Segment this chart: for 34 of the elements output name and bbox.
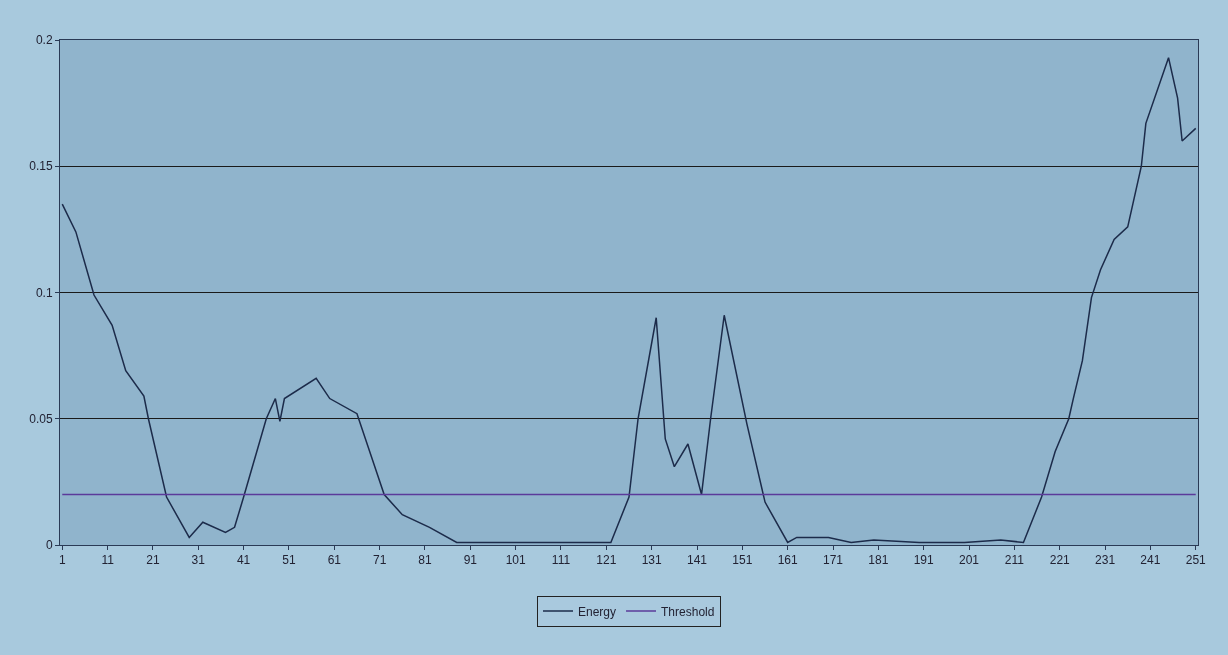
- x-tick-label: 71: [372, 553, 387, 568]
- x-tick-label: 151: [732, 553, 753, 568]
- x-tick-label: 201: [959, 553, 980, 568]
- x-tick-label: 121: [596, 553, 617, 568]
- y-tick-label: 0.2: [35, 33, 53, 48]
- x-tick-label: 191: [913, 553, 935, 568]
- legend-label: Energy: [578, 604, 617, 619]
- y-tick-label: 0.1: [35, 285, 53, 300]
- x-tick-label: 51: [282, 553, 296, 568]
- x-tick-label: 131: [641, 553, 662, 568]
- x-tick-label: 81: [418, 553, 432, 568]
- x-tick-label: 221: [1049, 553, 1071, 568]
- x-tick-label: 141: [686, 553, 708, 568]
- y-tick-label: 0: [45, 538, 53, 553]
- x-tick-label: 21: [146, 553, 160, 568]
- x-tick-label: 231: [1095, 553, 1116, 568]
- x-tick-label: 111: [551, 553, 571, 568]
- x-tick-label: 251: [1185, 553, 1207, 568]
- x-tick-label: 161: [777, 553, 799, 568]
- x-tick-label: 1: [58, 553, 66, 568]
- x-tick-label: 101: [505, 553, 526, 568]
- x-tick-label: 41: [236, 553, 251, 568]
- x-tick-label: 211: [1004, 553, 1025, 568]
- y-tick-label: 0.15: [29, 159, 53, 174]
- legend-label: Threshold: [661, 604, 715, 619]
- x-tick-label: 181: [868, 553, 889, 568]
- x-tick-label: 171: [823, 553, 844, 568]
- x-tick-label: 61: [327, 553, 342, 568]
- y-tick-label: 0.05: [29, 411, 53, 426]
- x-tick-label: 241: [1140, 553, 1161, 568]
- line-series: [61, 56, 1197, 544]
- x-tick-label: 91: [463, 553, 478, 568]
- x-tick-label: 11: [101, 553, 115, 568]
- x-tick-label: 31: [191, 553, 206, 568]
